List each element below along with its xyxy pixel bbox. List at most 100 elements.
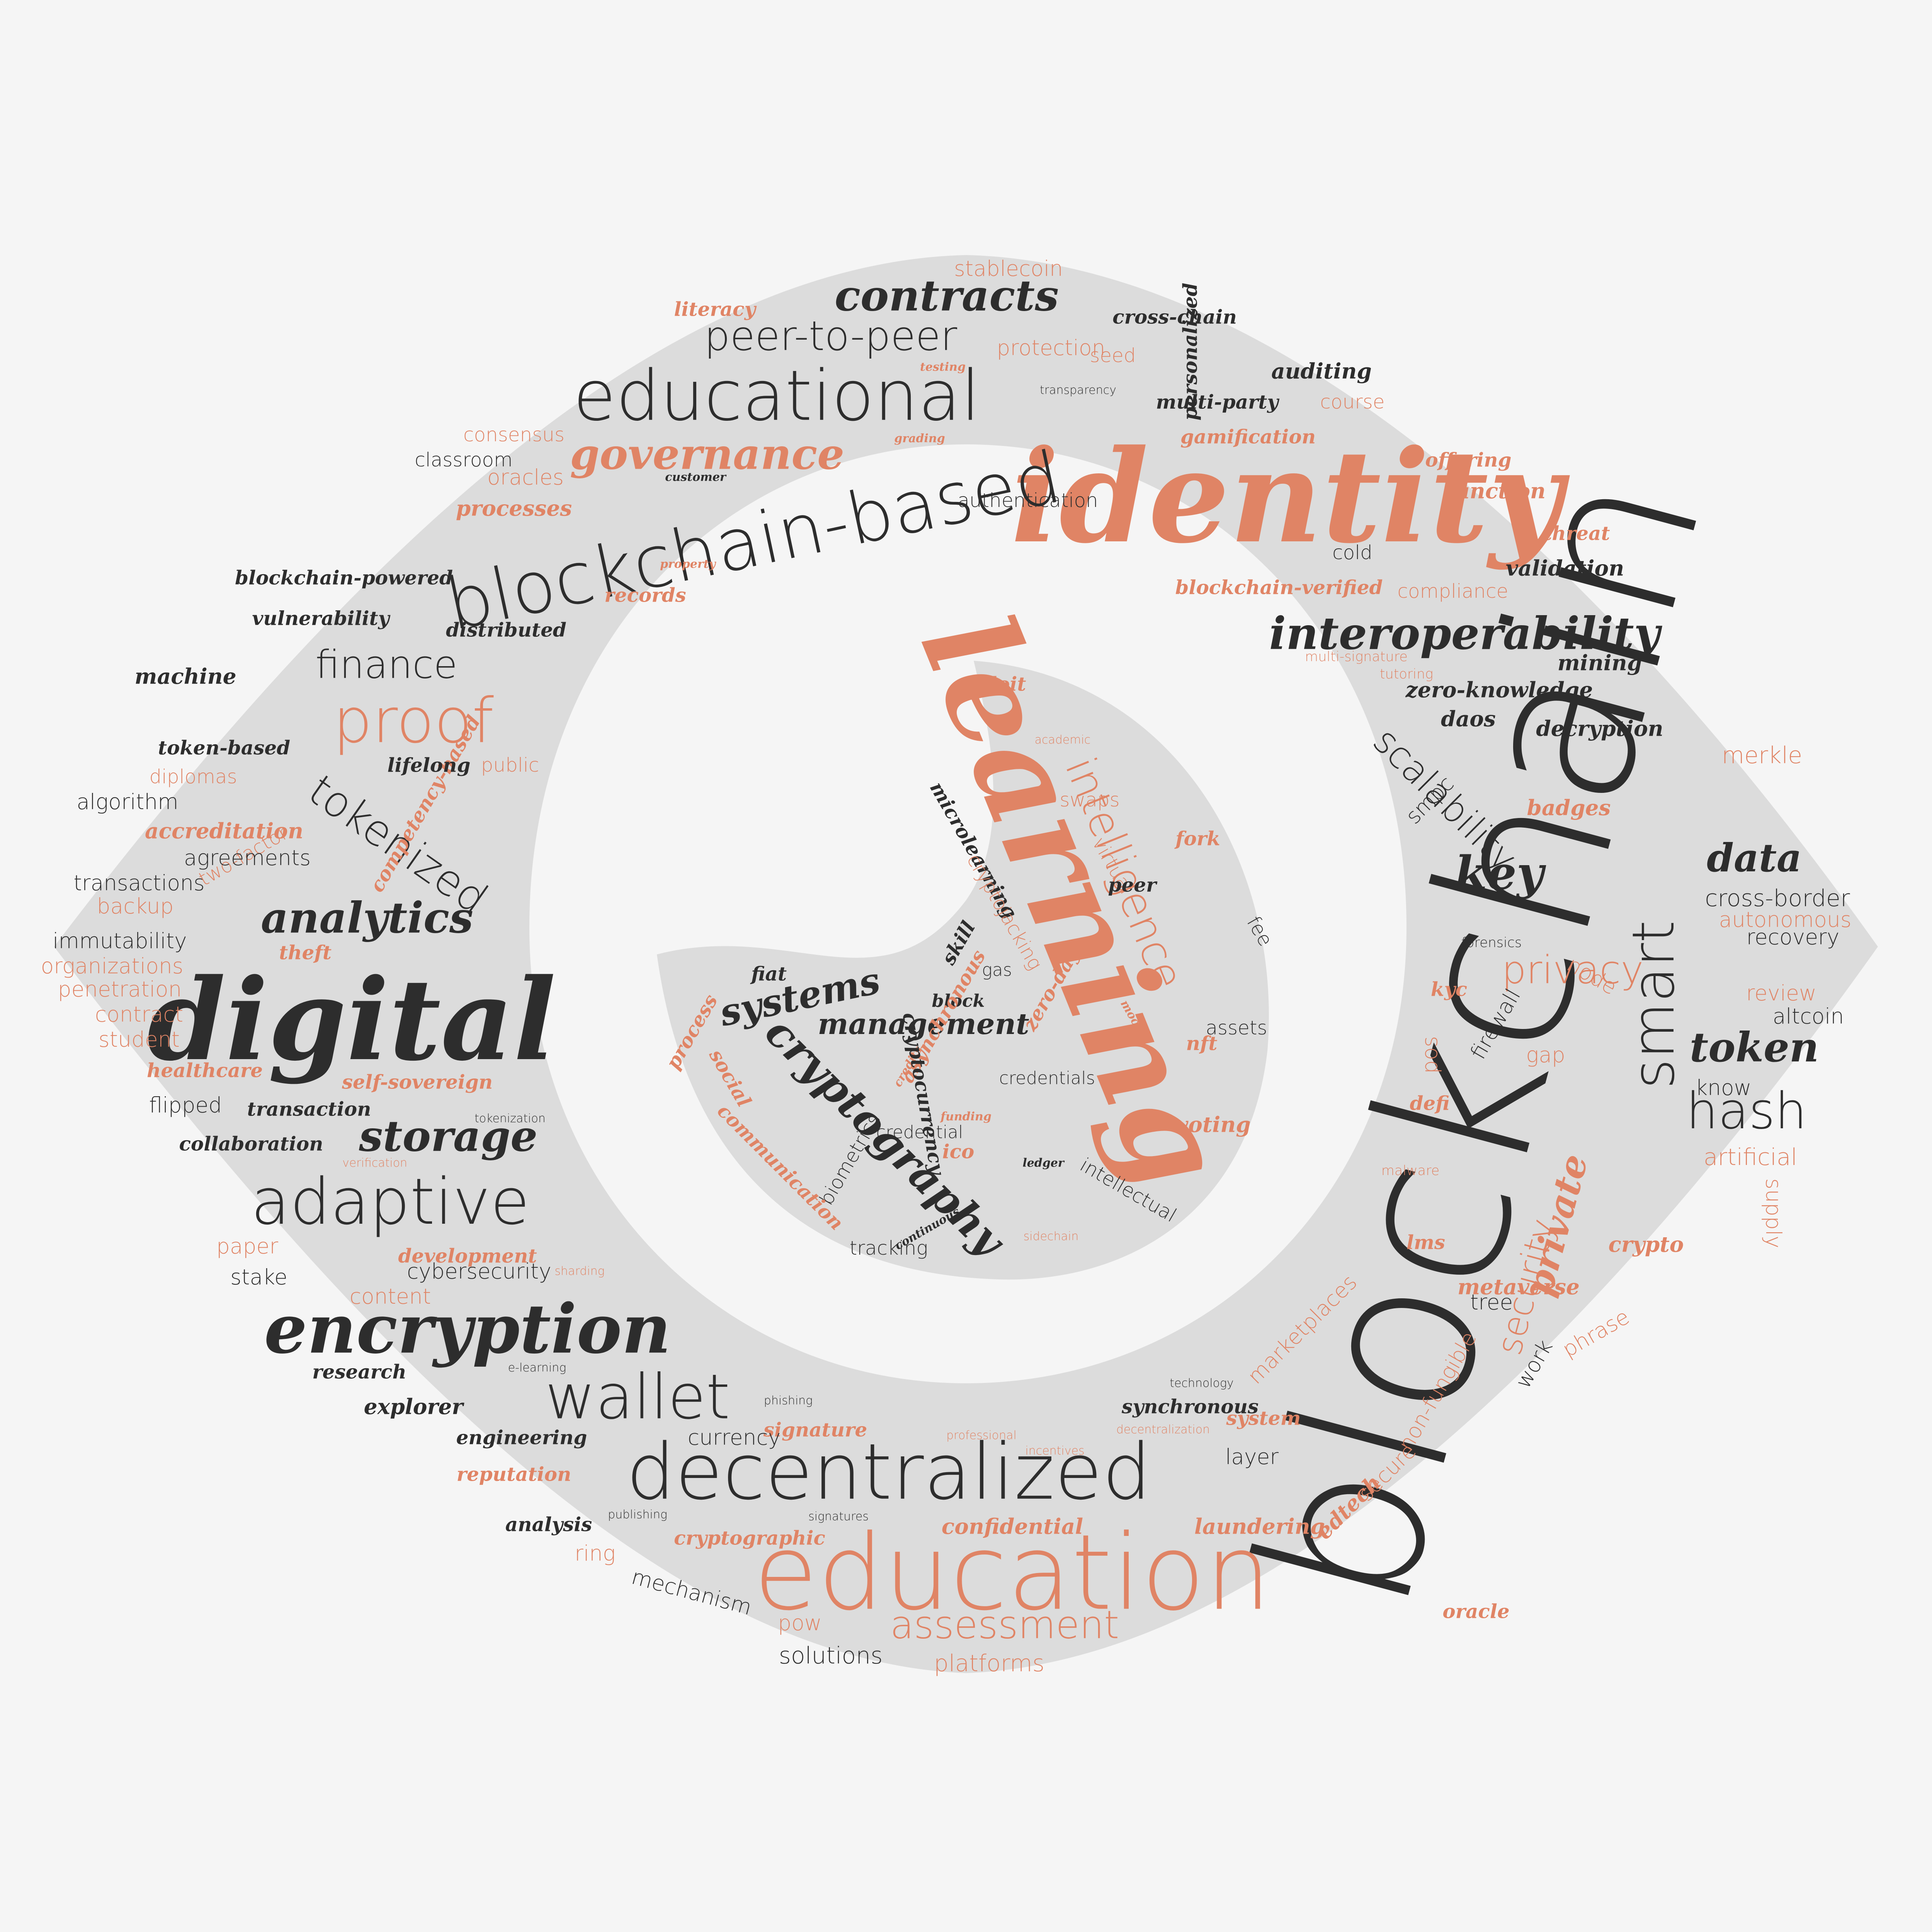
- cloud-word: synchronous: [1121, 1395, 1259, 1418]
- cloud-word: paper: [216, 1234, 278, 1259]
- cloud-word: self-sovereign: [342, 1071, 493, 1094]
- cloud-word: course: [1320, 391, 1384, 413]
- cloud-word: processes: [456, 496, 572, 521]
- cloud-word: identity: [1011, 422, 1570, 571]
- cloud-word: pow: [778, 1611, 822, 1635]
- cloud-word: agreements: [184, 845, 311, 870]
- cloud-word: signatures: [808, 1510, 869, 1524]
- cloud-word: backup: [97, 894, 174, 918]
- cloud-word: multi-party: [1156, 391, 1280, 413]
- cloud-word: key: [1455, 846, 1546, 901]
- cloud-word: zero-knowledge: [1405, 677, 1593, 702]
- cloud-word: ledger: [1022, 1156, 1065, 1170]
- cloud-word: data: [1707, 835, 1802, 881]
- cloud-word: cold: [1332, 541, 1372, 564]
- cloud-word: block: [932, 991, 985, 1011]
- cloud-word: educational: [573, 356, 980, 437]
- cloud-word: platforms: [934, 1650, 1044, 1677]
- cloud-word: fiat: [750, 963, 787, 985]
- cloud-word: peer: [1108, 874, 1158, 896]
- cloud-word: merkle: [1722, 742, 1802, 769]
- cloud-word: public: [481, 754, 539, 776]
- cloud-word: encryption: [264, 1290, 671, 1369]
- cloud-word: decentralization: [1116, 1423, 1210, 1437]
- cloud-word: nft: [1186, 1032, 1218, 1055]
- cloud-word: gamification: [1180, 425, 1316, 448]
- cloud-word: protection: [997, 335, 1105, 360]
- cloud-word: classroom: [415, 449, 512, 471]
- cloud-word: distributed: [446, 619, 566, 641]
- cloud-word: blockchain-powered: [235, 566, 453, 589]
- cloud-word: verification: [342, 1156, 407, 1170]
- cloud-word: professional: [946, 1429, 1017, 1442]
- cloud-word: pos: [1417, 1036, 1442, 1073]
- cloud-word: records: [604, 584, 686, 607]
- cloud-word: organizations: [41, 954, 184, 978]
- cloud-word: stake: [230, 1265, 287, 1289]
- cloud-word: daos: [1441, 706, 1496, 731]
- cloud-word: finance: [315, 642, 457, 687]
- cloud-word: layer: [1225, 1444, 1279, 1469]
- cloud-word: function: [1444, 478, 1546, 503]
- cloud-word: analysis: [505, 1513, 592, 1536]
- cloud-word: privacy: [1502, 947, 1644, 993]
- cloud-word: metaverse: [1458, 1274, 1580, 1299]
- cloud-word: accreditation: [145, 818, 303, 844]
- cloud-word: tree: [1470, 1290, 1513, 1315]
- cloud-word: algorithm: [77, 789, 179, 814]
- cloud-word: diplomas: [149, 765, 237, 788]
- cloud-word: credential: [876, 1122, 963, 1143]
- cloud-word: development: [398, 1245, 537, 1267]
- cloud-word: cybersecurity: [407, 1259, 551, 1284]
- cloud-word: confidential: [942, 1514, 1083, 1539]
- cloud-word: research: [312, 1361, 406, 1383]
- cloud-word: analytics: [261, 893, 473, 943]
- cloud-word: phishing: [764, 1394, 813, 1408]
- cloud-word: decryption: [1536, 716, 1663, 741]
- cloud-word: education: [753, 1512, 1271, 1634]
- cloud-word: tutoring: [1380, 667, 1433, 682]
- cloud-word: transaction: [247, 1098, 371, 1121]
- cloud-word: malware: [1381, 1163, 1440, 1179]
- cloud-word: validation: [1506, 556, 1624, 581]
- cloud-word: explorer: [364, 1394, 465, 1419]
- cloud-word: assets: [1206, 1017, 1267, 1039]
- cloud-word: smart: [1620, 920, 1687, 1089]
- cloud-word: credentials: [999, 1068, 1095, 1088]
- cloud-word: incentives: [1025, 1444, 1084, 1458]
- cloud-word: lms: [1406, 1231, 1445, 1254]
- cloud-word: defi: [1410, 1092, 1449, 1115]
- cloud-word: immutability: [53, 929, 187, 953]
- cloud-word: sharding: [554, 1265, 604, 1278]
- cloud-word: mining: [1558, 650, 1642, 675]
- cloud-word: assessment: [890, 1602, 1119, 1648]
- cloud-word: fork: [1174, 827, 1220, 850]
- cloud-word: management: [818, 1007, 1029, 1041]
- cloud-word: kyc: [1431, 978, 1467, 1001]
- cloud-word: cryptographic: [674, 1527, 825, 1549]
- cloud-word: compliance: [1398, 580, 1509, 602]
- cloud-word: student: [99, 1027, 180, 1052]
- cloud-word: review: [1746, 981, 1816, 1005]
- cloud-word: currency: [688, 1425, 781, 1450]
- cloud-word: threat: [1543, 522, 1610, 545]
- cloud-word: tokenization: [474, 1112, 546, 1126]
- cloud-word: oracles: [487, 465, 564, 490]
- cloud-word: proof: [333, 685, 494, 757]
- cloud-word: supply: [1761, 1178, 1786, 1248]
- cloud-word: exploit: [952, 673, 1026, 696]
- cloud-word: oracle: [1442, 1600, 1509, 1623]
- cloud-word: recovery: [1747, 925, 1840, 949]
- cloud-word: gas: [982, 960, 1012, 980]
- cloud-word: forensics: [1461, 935, 1522, 951]
- cloud-word: solutions: [779, 1642, 883, 1669]
- cloud-word: machine: [134, 664, 236, 689]
- cloud-word: property: [660, 558, 717, 571]
- cloud-word: lifelong: [388, 754, 471, 777]
- cloud-word: vulnerability: [252, 607, 390, 630]
- cloud-word: authentication: [957, 489, 1098, 512]
- cloud-word: offering: [1425, 449, 1511, 471]
- cloud-word: governance: [570, 429, 844, 479]
- cloud-word: system: [1226, 1407, 1301, 1430]
